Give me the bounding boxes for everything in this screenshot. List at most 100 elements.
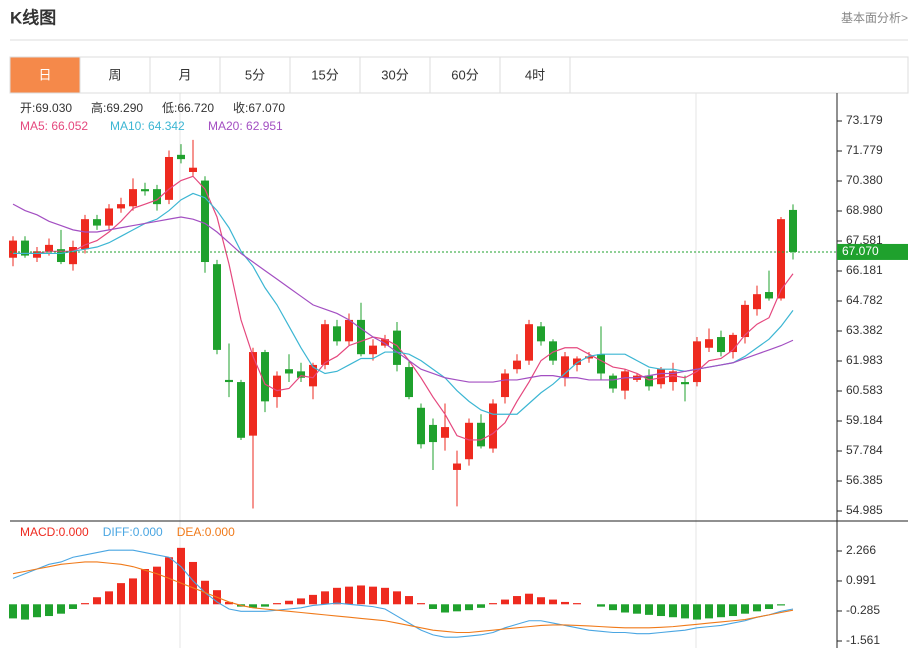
candle-body: [573, 358, 581, 365]
candle-body: [45, 244, 53, 252]
y-tick-label: -1.561: [846, 633, 880, 647]
macd-bar: [261, 604, 269, 607]
candle-body: [777, 219, 785, 299]
candle-body: [69, 247, 77, 265]
candle-body: [453, 463, 461, 470]
candle-body: [669, 371, 677, 383]
tab-label[interactable]: 月: [178, 67, 191, 82]
macd-bar: [273, 603, 281, 605]
macd-bar: [657, 604, 665, 617]
tab[interactable]: [499, 56, 571, 94]
candle-body: [309, 364, 317, 387]
candle-body: [465, 422, 473, 460]
y-tick-label: 73.179: [846, 113, 883, 127]
macd-bar: [57, 604, 65, 614]
candle-body: [381, 339, 389, 346]
ma-line: [13, 175, 794, 441]
macd-bar: [597, 604, 605, 607]
candle-body: [537, 326, 545, 342]
macd-bar: [621, 604, 629, 613]
macd-bar: [93, 597, 101, 605]
tab-label[interactable]: 30分: [381, 67, 408, 82]
macd-bar: [105, 591, 113, 605]
tab-label[interactable]: 4时: [525, 67, 545, 82]
tab[interactable]: [359, 56, 431, 94]
macd-bar: [549, 599, 557, 605]
candle-body: [405, 367, 413, 398]
macd-bar: [729, 604, 737, 617]
macd-bar: [537, 597, 545, 605]
fundamental-link[interactable]: 基本面分析>: [841, 11, 908, 25]
tab-label[interactable]: 周: [108, 67, 121, 82]
tab-label[interactable]: 60分: [451, 67, 478, 82]
macd-bar: [417, 603, 425, 605]
macd-bar: [21, 604, 29, 620]
candle-body: [33, 251, 41, 258]
macd-bar: [429, 604, 437, 609]
candle-body: [225, 379, 233, 383]
macd-bar: [441, 604, 449, 613]
candle-body: [81, 219, 89, 250]
tab[interactable]: [79, 56, 151, 94]
candle-body: [789, 209, 797, 252]
macd-bar: [369, 586, 377, 605]
candle-body: [585, 356, 593, 359]
macd-bar: [453, 604, 461, 612]
candle-body: [153, 189, 161, 205]
macd-bar: [381, 587, 389, 605]
candle-body: [129, 189, 137, 207]
y-tick-label: 57.784: [846, 443, 883, 457]
macd-bar: [525, 593, 533, 605]
candle-body: [261, 352, 269, 402]
macd-bar: [177, 547, 185, 605]
ma-line: [13, 192, 794, 415]
macd-bar: [777, 604, 785, 606]
legend-entry: DEA:0.000: [177, 525, 235, 539]
macd-line: [12, 549, 794, 638]
candle-body: [429, 424, 437, 443]
tab[interactable]: [9, 56, 81, 94]
candle-body: [513, 360, 521, 370]
y-tick-label: 0.991: [846, 573, 876, 587]
y-tick-label: 63.382: [846, 323, 883, 337]
macd-bar: [45, 604, 53, 617]
candle-body: [489, 403, 497, 449]
tab-label[interactable]: 5分: [245, 67, 265, 82]
y-tick-label: -0.285: [846, 603, 880, 617]
macd-bar: [705, 604, 713, 619]
candle-body: [525, 324, 533, 361]
candle-body: [753, 294, 761, 310]
macd-bar: [153, 566, 161, 605]
ohlc-label: 低:66.720: [162, 101, 214, 115]
y-tick-label: 70.380: [846, 173, 883, 187]
candle-body: [393, 330, 401, 365]
tab-label[interactable]: 15分: [311, 67, 338, 82]
candle-body: [285, 369, 293, 374]
last-price-box: [837, 243, 908, 260]
macd-bar: [609, 604, 617, 611]
tab[interactable]: [219, 56, 291, 94]
y-tick-label: 68.980: [846, 203, 883, 217]
candle-body: [609, 375, 617, 389]
tab-label[interactable]: 日: [38, 67, 51, 82]
candle-body: [501, 373, 509, 398]
candle-body: [189, 167, 197, 172]
macd-bar: [753, 604, 761, 612]
candle-body: [321, 324, 329, 365]
candle-body: [741, 304, 749, 338]
macd-bar: [189, 561, 197, 605]
macd-bar: [393, 591, 401, 605]
y-tick-label: 61.983: [846, 353, 883, 367]
candle-body: [681, 382, 689, 385]
candle-body: [717, 337, 725, 353]
macd-bar: [513, 596, 521, 605]
macd-bar: [693, 604, 701, 620]
legend-entry: MA10: 64.342: [110, 119, 185, 133]
ohlc-label: 高:69.290: [91, 100, 143, 115]
candle-body: [117, 204, 125, 209]
candle-body: [645, 375, 653, 387]
candle-body: [93, 219, 101, 226]
macd-bar: [249, 604, 257, 608]
y-tick-label: 67.581: [846, 233, 883, 247]
candle-body: [165, 156, 173, 200]
